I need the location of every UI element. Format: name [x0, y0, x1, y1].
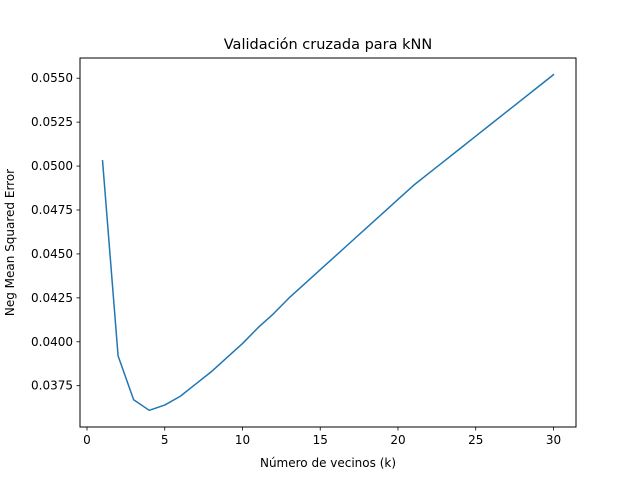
y-tick-label: 0.0500 — [31, 159, 73, 173]
x-axis-label: Número de vecinos (k) — [260, 456, 396, 470]
x-tick-label: 20 — [390, 433, 405, 447]
x-tick-label: 10 — [235, 433, 250, 447]
y-tick-label: 0.0425 — [31, 291, 73, 305]
y-tick-label: 0.0450 — [31, 247, 73, 261]
x-tick-label: 5 — [161, 433, 169, 447]
y-tick-label: 0.0550 — [31, 71, 73, 85]
x-tick-label: 30 — [546, 433, 561, 447]
axis-ticks: 0 5 10 15 20 25 30 0.0375 0.0400 0.0425 0.0450 0.04… — [31, 71, 561, 447]
chart-title: Validación cruzada para kNN — [224, 37, 432, 53]
plot-area-frame — [79, 57, 577, 428]
y-tick-label: 0.0525 — [31, 115, 73, 129]
plot-marks — [101, 73, 555, 412]
x-tick-label: 25 — [468, 433, 483, 447]
y-tick-label: 0.0375 — [31, 379, 73, 393]
series-line-0 — [101, 73, 555, 412]
y-axis-label: Neg Mean Squared Error — [3, 169, 17, 316]
y-tick-label: 0.0400 — [31, 335, 73, 349]
x-tick-label: 15 — [313, 433, 328, 447]
x-tick-label: 0 — [83, 433, 91, 447]
y-tick-label: 0.0475 — [31, 203, 73, 217]
